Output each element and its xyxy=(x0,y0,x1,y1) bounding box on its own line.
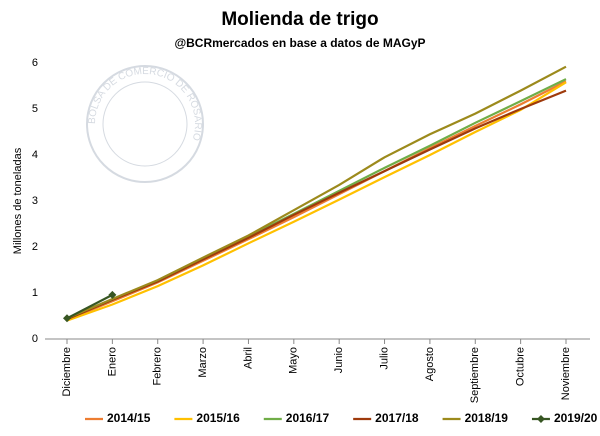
series-line xyxy=(66,89,567,321)
watermark-ring xyxy=(102,81,188,167)
y-tick-label: 2 xyxy=(32,241,38,253)
x-tick-label: Septiembre xyxy=(469,347,481,403)
x-tick-label: Marzo xyxy=(197,347,209,378)
chart-subtitle: @BCRmercados en base a datos de MAGyP xyxy=(174,36,425,50)
x-tick-label: Agosto xyxy=(424,347,436,381)
x-tick-label: Abril xyxy=(242,347,254,369)
series-line xyxy=(66,81,567,322)
legend-label: 2017/18 xyxy=(375,411,419,425)
chart-title: Molienda de trigo xyxy=(221,9,378,30)
series-marker xyxy=(108,290,117,299)
legend-label: 2016/17 xyxy=(286,411,330,425)
y-axis-label: Millones de toneladas xyxy=(12,147,24,254)
legend-label: 2018/19 xyxy=(465,411,509,425)
x-tick-label: Febrero xyxy=(152,347,164,386)
series-line xyxy=(66,65,567,320)
x-tick-label: Noviembre xyxy=(560,347,572,400)
legend-label: 2015/16 xyxy=(196,411,240,425)
y-tick-label: 0 xyxy=(32,333,38,345)
y-tick-label: 6 xyxy=(32,57,38,69)
watermark-text-path: BOLSA DE COMERCIO DE ROSARIO xyxy=(87,66,203,142)
watermark: BOLSA DE COMERCIO DE ROSARIO xyxy=(86,65,204,183)
x-tick-label: Enero xyxy=(106,347,118,376)
legend-label: 2014/15 xyxy=(107,411,151,425)
series-line xyxy=(66,293,113,320)
legend-label: 2019/20 xyxy=(554,411,598,425)
watermark-text: BOLSA DE COMERCIO DE ROSARIO xyxy=(87,66,203,142)
y-tick-label: 1 xyxy=(32,287,38,299)
x-tick-label: Mayo xyxy=(288,347,300,374)
y-tick-label: 4 xyxy=(32,149,38,161)
series-line xyxy=(66,80,567,321)
y-tick-label: 5 xyxy=(32,103,38,115)
x-tick-label: Diciembre xyxy=(61,347,73,397)
x-tick-label: Octubre xyxy=(515,347,527,386)
watermark-ring xyxy=(86,65,204,183)
y-tick-label: 3 xyxy=(32,195,38,207)
series-marker xyxy=(63,314,71,323)
x-tick-label: Junio xyxy=(333,347,345,373)
x-tick-label: Julio xyxy=(378,347,390,370)
legend-marker xyxy=(536,415,545,423)
